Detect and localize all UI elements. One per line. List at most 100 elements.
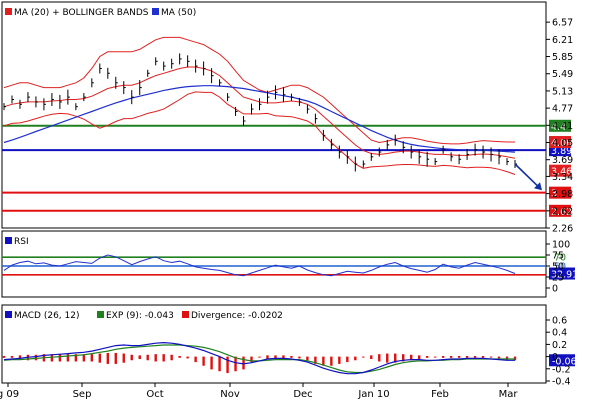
exp9-line (3, 344, 515, 374)
divergence-bar (258, 356, 261, 358)
divergence-bar (74, 354, 78, 362)
price-ytick-label: 4.05 (552, 138, 573, 149)
macd-last-tag (549, 354, 575, 367)
divergence-bar (298, 356, 301, 359)
rsi-ytick-label: 100 (552, 240, 570, 251)
divergence-bar (50, 354, 54, 362)
price-ytick-label: 6.57 (552, 18, 573, 29)
rsi-ytick-label: 0 (552, 284, 558, 295)
legend-swatch-divergence (182, 311, 189, 318)
macd-last-label: -0.06 (552, 356, 577, 367)
x-tick-label: Nov (220, 389, 240, 400)
divergence-bar (410, 354, 413, 361)
rsi-last-label: 32.91 (551, 270, 578, 281)
macd-line (3, 341, 515, 375)
x-tick-label: Jan 10 (357, 389, 389, 400)
price-ytick-label: 6.21 (552, 35, 573, 46)
divergence-bar (449, 355, 453, 358)
price-ytick-label: 4.77 (552, 104, 573, 115)
price-band-tag (549, 164, 571, 177)
legend-label-macd: MACD (26, 12) (14, 311, 80, 321)
divergence-bar (58, 354, 62, 362)
divergence-bar (481, 355, 485, 358)
projection-arrow-head (534, 182, 542, 191)
price-ytick-label: 5.49 (552, 69, 573, 80)
legend-label-rsi: RSI (14, 237, 29, 247)
rsi-last-tag (549, 267, 575, 280)
divergence-bar (290, 355, 293, 358)
divergence-bar (162, 354, 165, 362)
rsi-ytick-label: 50 (552, 262, 564, 273)
legend-label-ma20: MA (20) + BOLLINGER BANDS (14, 8, 149, 18)
divergence-bar (394, 353, 397, 363)
legend-label-ma50: MA (50) (161, 8, 196, 18)
macd-ytick-label: 0.6 (552, 316, 567, 327)
x-tick-label: Dec (293, 389, 312, 400)
macd-ytick-label: 0.2 (552, 340, 567, 351)
divergence-bar (202, 356, 205, 366)
divergence-bar (250, 356, 253, 363)
divergence-bar (497, 356, 501, 359)
divergence-bar (34, 354, 38, 361)
price-level-tag (549, 204, 571, 217)
divergence-bar (194, 356, 197, 363)
divergence-bar (282, 355, 285, 360)
divergence-bar (210, 356, 213, 370)
divergence-bar (226, 356, 229, 374)
price-level-label: 4.4 (551, 122, 566, 133)
divergence-bar (362, 356, 365, 358)
price-level-label: 3.89 (551, 146, 572, 157)
rsi-panel-frame (1, 230, 547, 298)
legend-swatch-rsi (5, 237, 12, 244)
divergence-bar (234, 356, 237, 372)
divergence-bar (473, 355, 477, 358)
rsi-level-label: 50 (554, 262, 566, 273)
divergence-bar (338, 356, 341, 364)
legend-label-exp: EXP (9): -0.043 (106, 311, 174, 321)
divergence-bar (98, 353, 102, 363)
price-level-tag (549, 119, 571, 132)
ma20-line (3, 66, 516, 159)
divergence-bar (274, 355, 277, 360)
projection-arrow-shaft (514, 163, 539, 187)
divergence-bar (170, 354, 173, 361)
divergence-bar (346, 356, 349, 363)
legend-swatch-macd (5, 311, 12, 318)
divergence-bar (386, 353, 389, 363)
x-tick-label: g 09 (0, 389, 19, 400)
divergence-bar (322, 356, 325, 366)
divergence-bar (186, 356, 189, 359)
price-level-tag (549, 186, 571, 199)
divergence-bar (465, 355, 469, 358)
price-ytick-label: 3.69 (552, 155, 573, 166)
divergence-bar (433, 356, 437, 358)
divergence-bar (330, 356, 333, 366)
divergence-bar (82, 354, 86, 362)
divergence-bar (425, 355, 429, 358)
divergence-bar (266, 355, 269, 360)
ma50-line (3, 85, 516, 153)
price-ytick-label: 5.13 (552, 86, 573, 97)
divergence-bar (114, 352, 117, 364)
price-level-label: 2.62 (551, 207, 572, 218)
divergence-bar (138, 355, 141, 360)
macd-ytick-label: 0 (552, 352, 558, 363)
divergence-bar (417, 355, 421, 360)
rsi-ytick-label: 75 (552, 251, 564, 262)
divergence-bar (314, 356, 317, 364)
divergence-bar (146, 354, 149, 361)
price-ytick-label: 5.85 (552, 52, 573, 63)
divergence-bar (178, 355, 181, 358)
divergence-bar (122, 353, 125, 363)
rsi-ytick-label: 25 (552, 273, 564, 284)
legend-swatch-ma20 (5, 8, 12, 15)
macd-ytick-label: -0.2 (552, 364, 571, 375)
divergence-bar (242, 356, 245, 370)
rsi-line (3, 254, 516, 277)
x-tick-label: Sep (73, 389, 92, 400)
divergence-bar (2, 355, 6, 358)
price-ytick-label: 2.62 (552, 206, 573, 217)
macd-ytick-label: 0.4 (552, 328, 567, 339)
divergence-bar (18, 355, 22, 360)
